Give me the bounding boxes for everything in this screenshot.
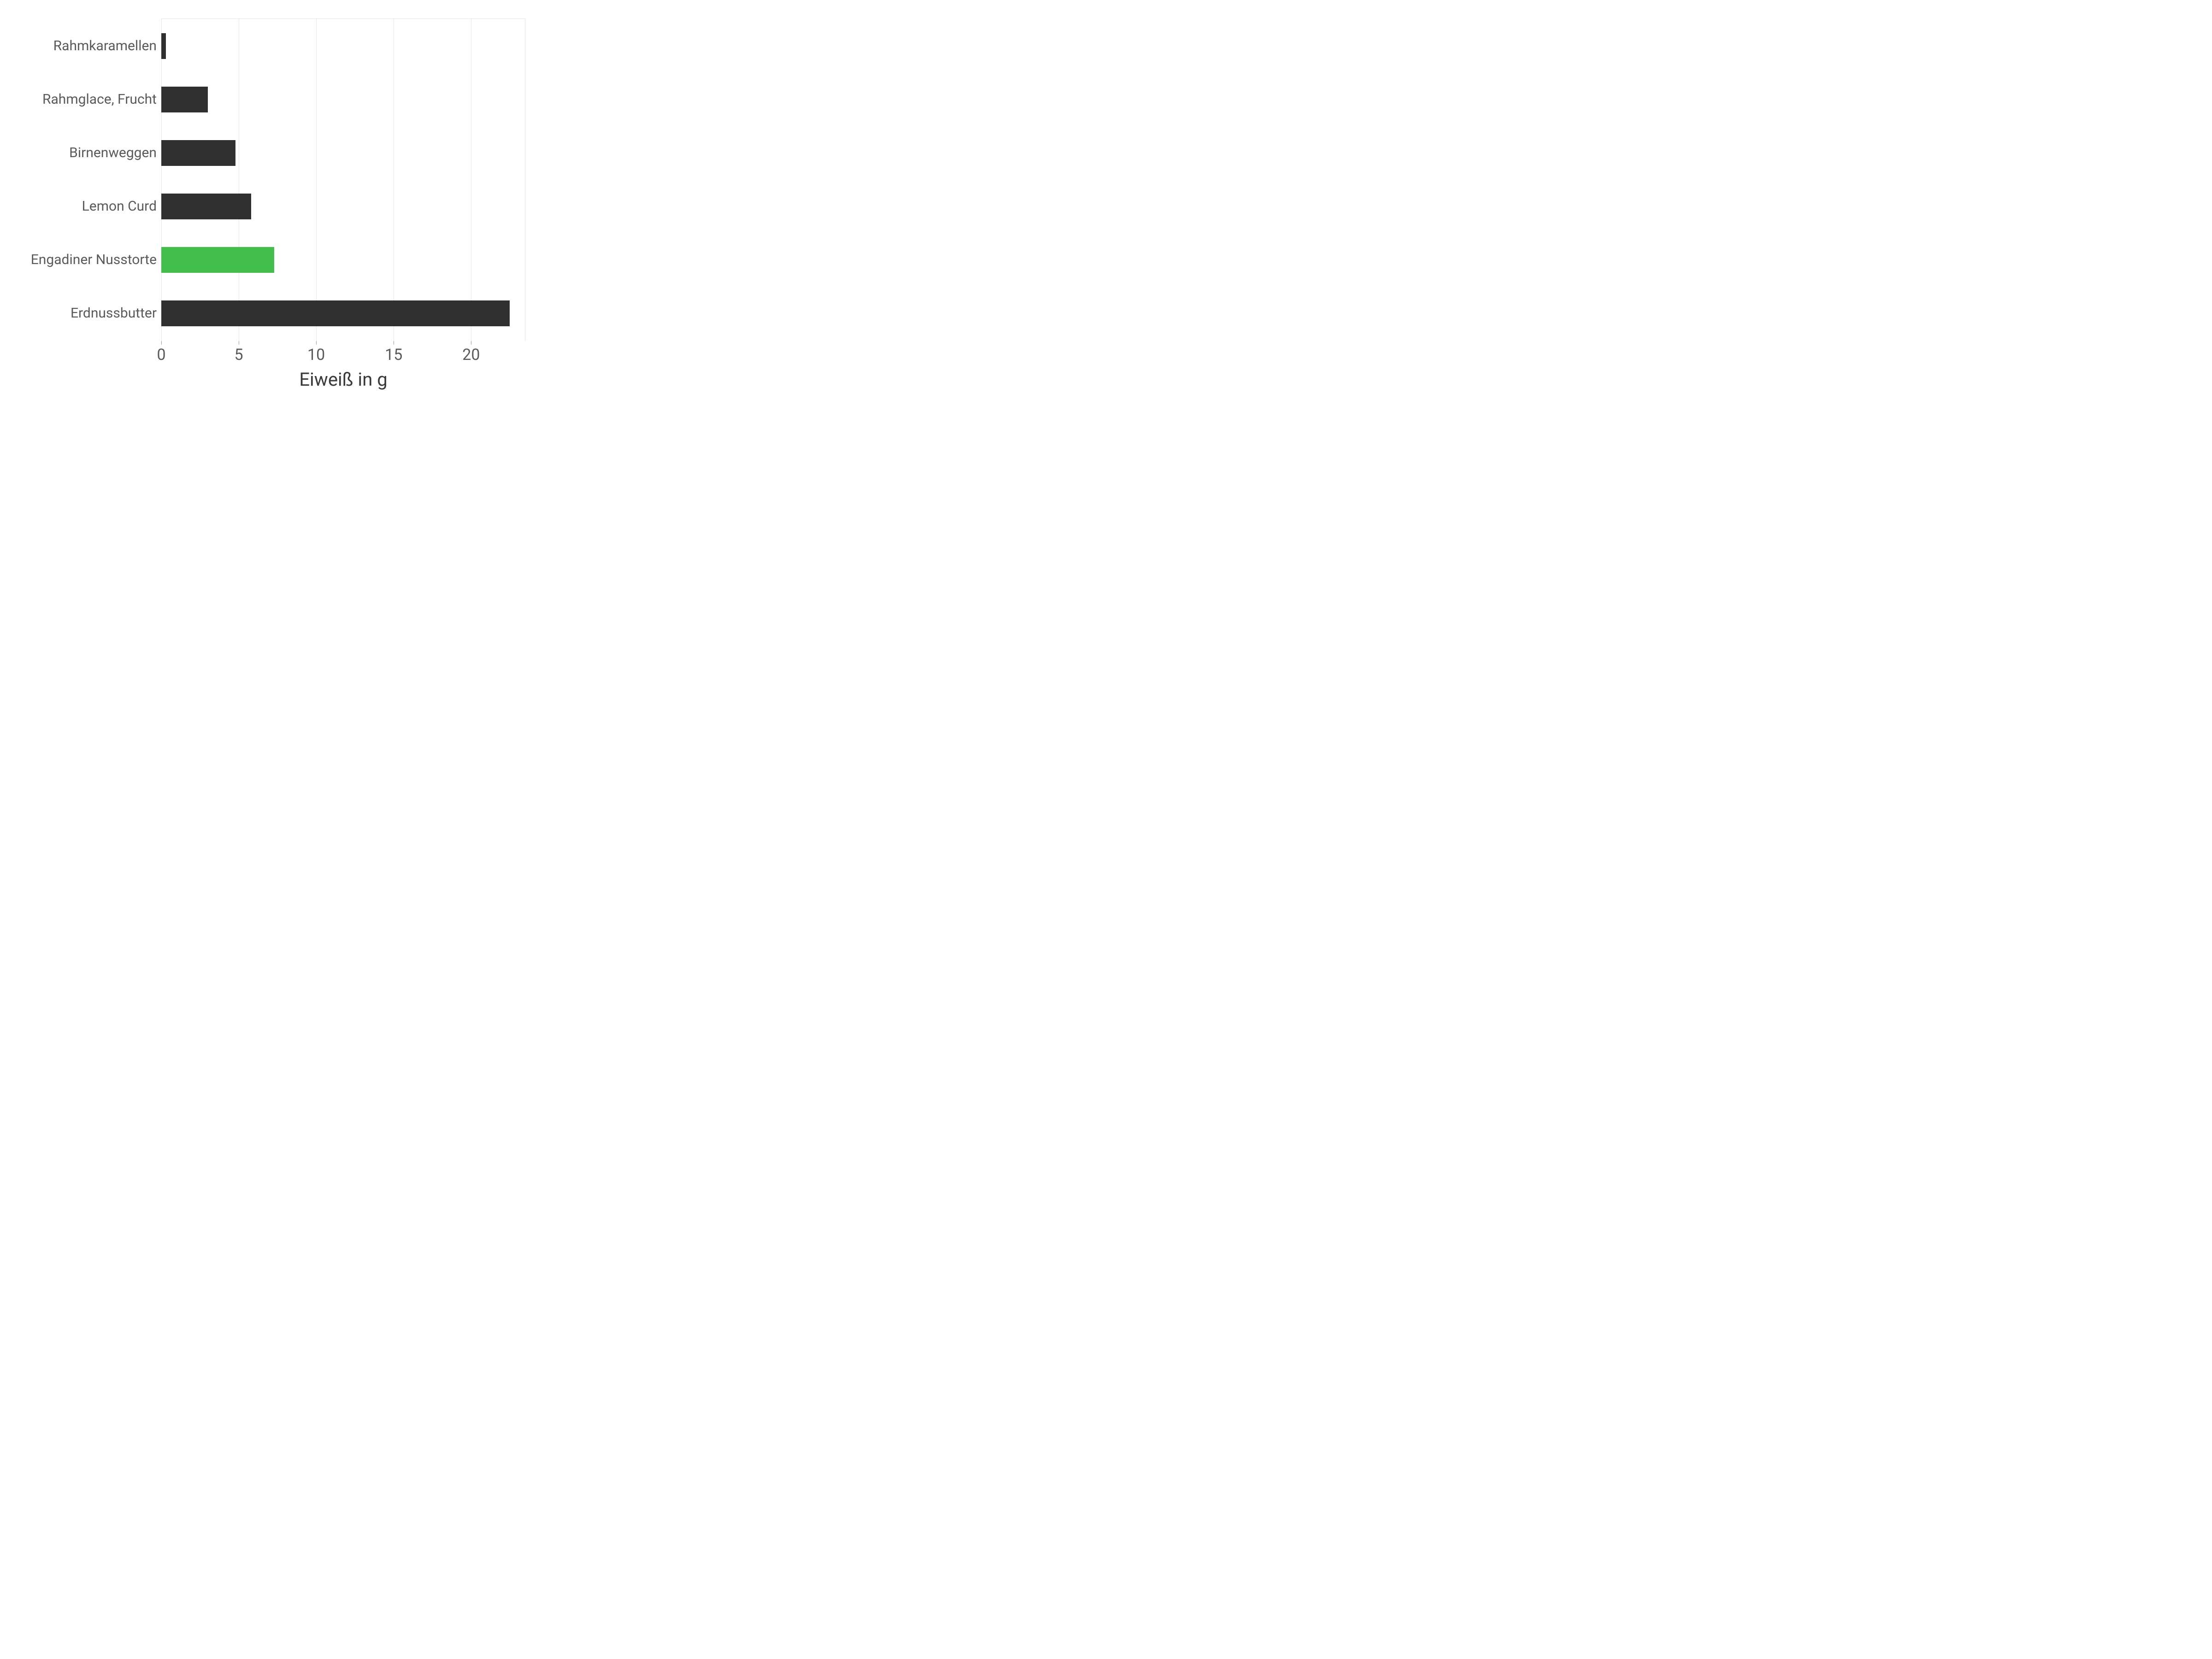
x-tick-mark xyxy=(316,341,317,345)
y-axis-label: Rahmkaramellen xyxy=(28,33,157,59)
bar xyxy=(161,247,274,273)
y-axis-label: Lemon Curd xyxy=(28,194,157,219)
x-axis-title: Eiweiß in g xyxy=(161,369,525,390)
gridline xyxy=(316,18,317,341)
chart-container: Eiweiß in g 0 5 10 15 20 Rahmkaramellen Rahmgl… xyxy=(28,18,535,396)
bar xyxy=(161,300,510,326)
bar xyxy=(161,140,235,166)
plot-area xyxy=(161,18,525,341)
x-tick-label: 10 xyxy=(307,346,325,364)
bar xyxy=(161,33,166,59)
y-axis-label: Birnenweggen xyxy=(28,140,157,166)
gridline xyxy=(161,18,162,341)
y-axis-label: Rahmglace, Frucht xyxy=(28,87,157,112)
x-tick-label: 20 xyxy=(462,346,480,364)
bar xyxy=(161,87,208,112)
bar xyxy=(161,194,251,219)
x-tick-label: 15 xyxy=(385,346,402,364)
x-tick-mark xyxy=(161,341,162,345)
y-axis-label: Engadiner Nusstorte xyxy=(28,247,157,273)
y-axis-label: Erdnussbutter xyxy=(28,300,157,326)
x-tick-label: 5 xyxy=(235,346,243,364)
x-tick-label: 0 xyxy=(157,346,165,364)
